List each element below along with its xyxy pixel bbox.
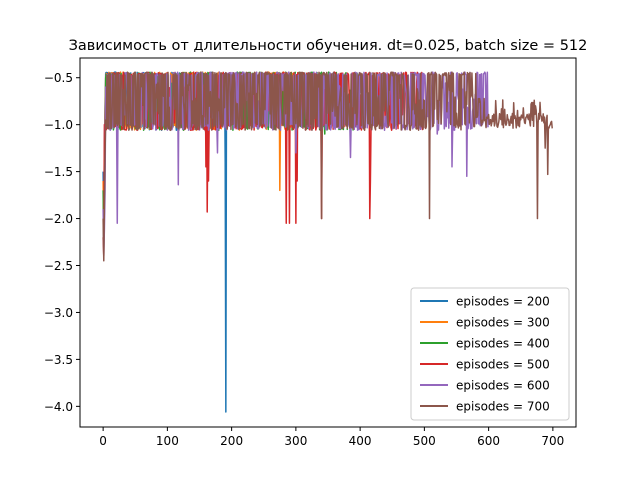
legend-label: episodes = 600: [456, 379, 550, 393]
y-tick-label: −2.5: [44, 259, 73, 273]
y-tick-label: −0.5: [44, 71, 73, 85]
plot-frame: [79, 57, 577, 428]
legend-label: episodes = 400: [456, 337, 550, 351]
y-tick-label: −3.5: [44, 353, 73, 367]
y-tick-label: −1.0: [44, 118, 73, 132]
x-tick-label: 200: [220, 434, 243, 448]
x-tick-label: 700: [541, 434, 564, 448]
legend-box: [410, 287, 570, 421]
y-tick-label: −2.0: [44, 212, 73, 226]
x-tick-label: 500: [413, 434, 436, 448]
legend-label: episodes = 300: [456, 316, 550, 330]
x-tick-label: 0: [99, 434, 107, 448]
y-axis: −0.5 −1.0 −1.5 −2.0 −2.5 −3.0 −3.5 −4.0: [44, 71, 80, 414]
x-tick-label: 100: [156, 434, 179, 448]
y-tick-label: −4.0: [44, 400, 73, 414]
series-layer: [102, 71, 553, 413]
y-tick-label: −3.0: [44, 306, 73, 320]
chart-title: Зависимость от длительности обучения. dt…: [69, 38, 588, 54]
legend: episodes = 200 episodes = 300 episodes = 4…: [410, 287, 570, 421]
y-tick-label: −1.5: [44, 165, 73, 179]
legend-label: episodes = 200: [456, 295, 550, 309]
x-tick-label: 600: [477, 434, 500, 448]
x-tick-label: 400: [349, 434, 372, 448]
legend-label: episodes = 700: [456, 400, 550, 414]
x-tick-label: 300: [284, 434, 307, 448]
legend-label: episodes = 500: [456, 358, 550, 372]
series-line: [102, 71, 553, 262]
x-axis: 0 100 200 300 400 500 600 700: [99, 427, 564, 448]
